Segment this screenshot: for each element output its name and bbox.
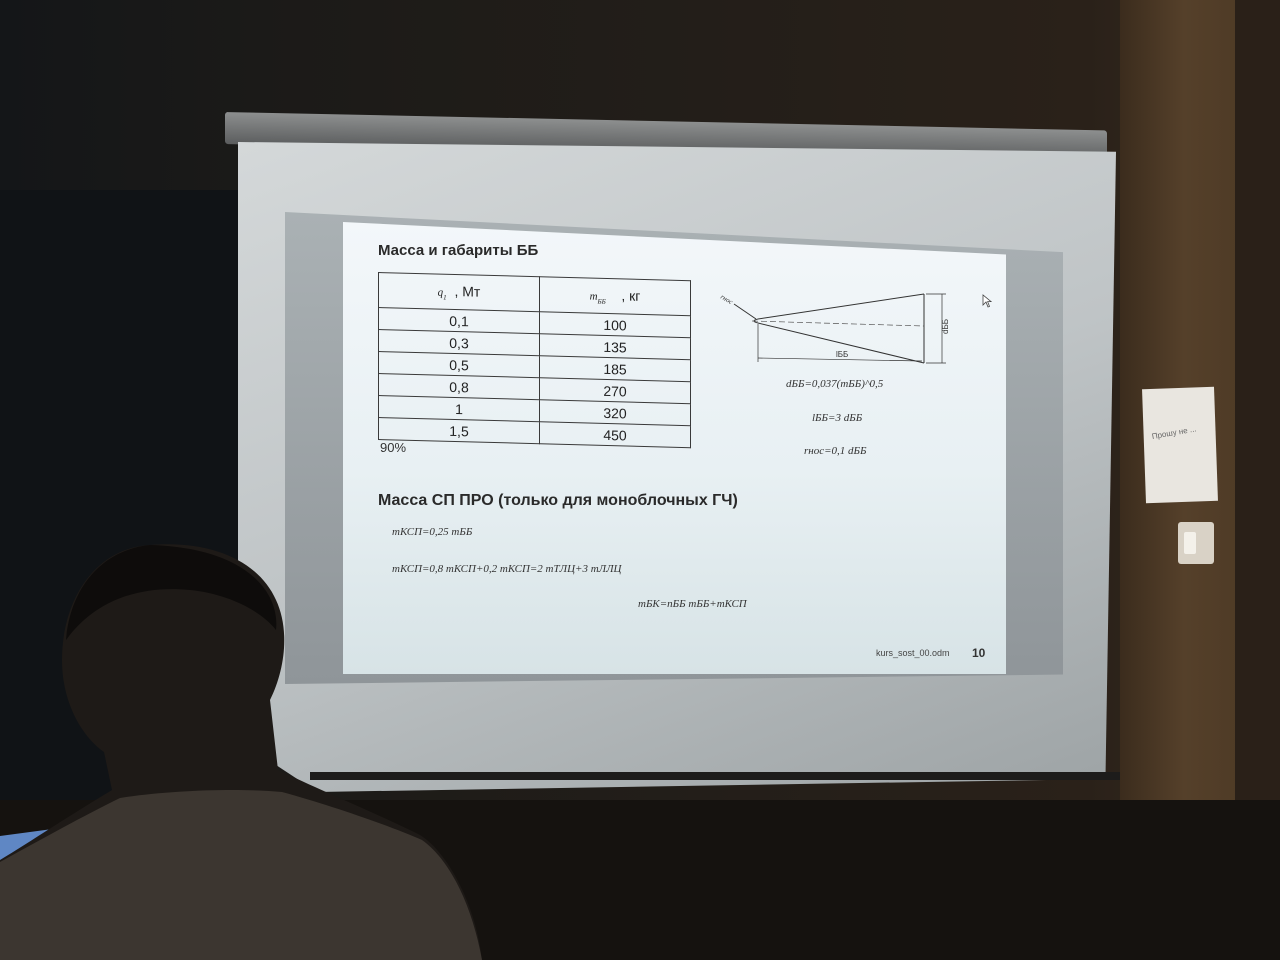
formula-ksp-1: mКСП=0,25 mББ [392, 526, 473, 538]
slide-footer-filename: kurs_sost_00.odm [876, 648, 950, 658]
formula-diameter: dББ=0,037(mББ)^0,5 [786, 378, 884, 390]
section-title-mass: Масса и габариты ББ [378, 242, 539, 259]
screen-bottom-bar [310, 772, 1120, 780]
formula-ksp-2: mКСП=0,8 mКСП+0,2 mКСП=2 mТЛЦ+3 mЛЛЦ [392, 563, 622, 575]
mouse-cursor-icon [982, 294, 992, 308]
cone-label-l: lББ [836, 350, 848, 359]
formula-length: lББ=3 dББ [812, 412, 863, 424]
cone-diagram: rнос dББ lББ [719, 293, 950, 364]
wall-note-text: Прошу не ... [1151, 424, 1198, 442]
slide-page-number: 10 [972, 646, 986, 660]
cone-label-d: dББ [941, 319, 950, 334]
table-note: 90% [380, 440, 407, 455]
formula-nose-radius: rнос=0,1 dББ [804, 445, 867, 457]
light-switch [1178, 522, 1214, 564]
section-title-pro: Масса СП ПРО (только для моноблочных ГЧ) [378, 492, 738, 509]
formula-bk: mБК=nББ mББ+mКСП [638, 598, 747, 610]
column-header-mass: mББ , кг [539, 276, 691, 316]
slide [343, 222, 1006, 674]
cone-label-r: rнос [719, 293, 735, 307]
audience-person-silhouette [0, 544, 482, 960]
wall-paper-note: Прошу не ... [1142, 386, 1218, 504]
